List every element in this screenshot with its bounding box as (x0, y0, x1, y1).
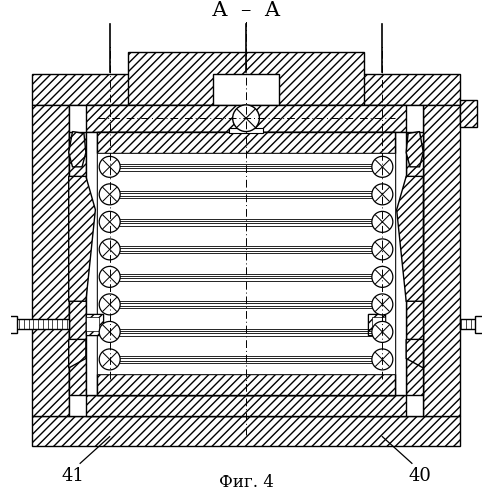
Bar (229, 128, 263, 134)
Bar (86, 318, 99, 331)
Bar (86, 132, 406, 394)
Bar (97, 374, 395, 394)
Bar (33, 74, 459, 105)
Bar (69, 132, 86, 394)
Circle shape (99, 212, 120, 233)
Circle shape (372, 184, 393, 205)
Polygon shape (397, 176, 423, 302)
Polygon shape (69, 132, 86, 167)
Circle shape (99, 266, 120, 287)
Circle shape (99, 322, 120, 342)
Circle shape (99, 184, 120, 205)
Circle shape (99, 156, 120, 178)
Bar (475, 316, 486, 332)
Text: Фиг. 4: Фиг. 4 (218, 474, 274, 491)
Bar (459, 100, 477, 127)
Text: 40: 40 (408, 467, 431, 485)
Bar (97, 132, 395, 394)
Bar (423, 105, 459, 416)
Bar (212, 74, 280, 105)
Circle shape (372, 322, 393, 342)
Bar (6, 316, 17, 332)
Bar (372, 318, 385, 331)
Polygon shape (406, 132, 423, 167)
Bar (128, 52, 364, 105)
Circle shape (99, 239, 120, 260)
Circle shape (372, 156, 393, 178)
Bar (368, 314, 385, 334)
Circle shape (99, 349, 120, 370)
Polygon shape (406, 340, 423, 368)
Bar (86, 394, 406, 415)
Bar (459, 320, 479, 329)
Circle shape (99, 294, 120, 315)
Bar (406, 132, 423, 394)
Text: А  –  А: А – А (212, 1, 280, 20)
Bar (97, 152, 395, 374)
Circle shape (372, 212, 393, 233)
Circle shape (372, 294, 393, 315)
Text: 41: 41 (61, 467, 84, 485)
Bar (368, 314, 385, 334)
Bar (13, 320, 69, 329)
Circle shape (372, 239, 393, 260)
Polygon shape (69, 176, 95, 302)
Bar (86, 314, 103, 334)
Circle shape (372, 266, 393, 287)
Bar (69, 105, 423, 416)
Bar (86, 314, 103, 334)
Bar (86, 105, 406, 132)
Circle shape (233, 105, 259, 132)
Circle shape (372, 349, 393, 370)
Polygon shape (69, 340, 86, 368)
Bar (97, 132, 395, 152)
Bar (33, 416, 459, 446)
Bar (33, 105, 69, 416)
